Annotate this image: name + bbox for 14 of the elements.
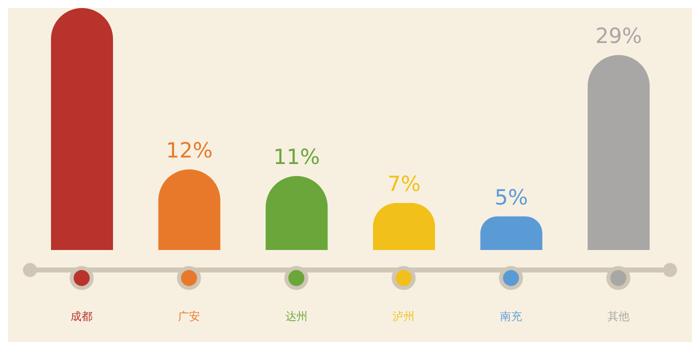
bar xyxy=(588,55,650,250)
x-tick-label: 成都 xyxy=(70,310,93,323)
x-tick-label: 其他 xyxy=(607,310,630,323)
x-tick-label: 南充 xyxy=(500,310,522,323)
bar xyxy=(51,8,113,250)
data-label: 5% xyxy=(494,185,528,210)
data-label: 29% xyxy=(595,24,642,48)
x-tick-label: 广安 xyxy=(178,310,200,323)
x-tick-label: 泸州 xyxy=(392,310,415,323)
data-label: 12% xyxy=(166,138,213,162)
data-label: 7% xyxy=(387,172,421,196)
x-tick-label: 达州 xyxy=(285,310,308,323)
data-label: 11% xyxy=(273,145,320,170)
bar xyxy=(480,216,542,250)
